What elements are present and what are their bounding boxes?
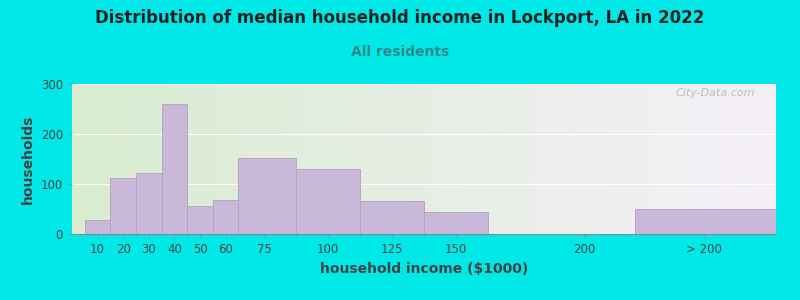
Bar <box>110 178 136 234</box>
Bar <box>187 206 213 234</box>
X-axis label: household income ($1000): household income ($1000) <box>320 262 528 276</box>
Text: Distribution of median household income in Lockport, LA in 2022: Distribution of median household income … <box>95 9 705 27</box>
Y-axis label: households: households <box>21 114 35 204</box>
Text: City-Data.com: City-Data.com <box>675 88 755 98</box>
Bar <box>162 104 187 234</box>
Bar <box>213 200 238 234</box>
Text: All residents: All residents <box>351 45 449 59</box>
Bar <box>360 200 424 234</box>
Bar <box>424 212 488 234</box>
Bar <box>85 220 110 234</box>
Bar <box>296 169 360 234</box>
Bar <box>635 209 776 234</box>
Bar <box>238 158 296 234</box>
Bar <box>136 173 162 234</box>
